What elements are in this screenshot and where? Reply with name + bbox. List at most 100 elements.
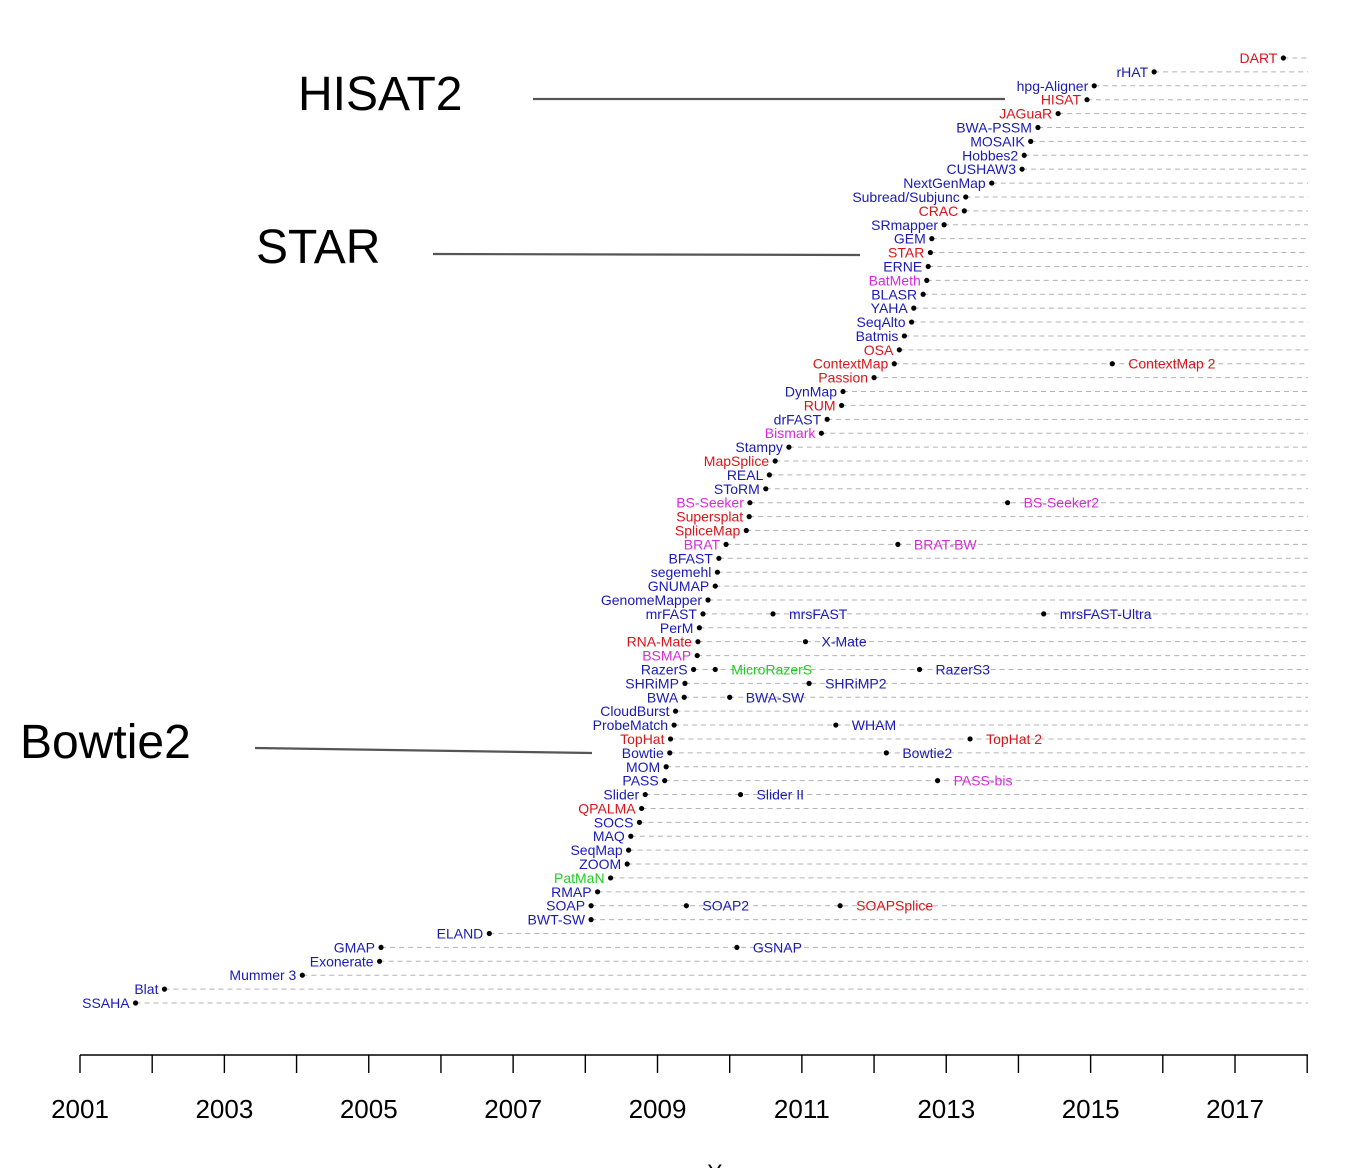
row-mosaik: MOSAIK bbox=[970, 133, 1308, 149]
highlight-hisat2: HISAT2 bbox=[298, 68, 1005, 121]
row-stampy: Stampy bbox=[735, 439, 1308, 455]
row-bfast: BFAST bbox=[669, 550, 1308, 566]
label-srmapper: SRmapper bbox=[871, 217, 938, 233]
label-x-mate: X-Mate bbox=[821, 634, 866, 650]
row-bwa-pssm: BWA-PSSM bbox=[956, 119, 1308, 135]
row-qpalma: QPALMA bbox=[578, 800, 1308, 816]
point-soapsplice bbox=[837, 903, 843, 909]
row-blat: Blat bbox=[134, 981, 1308, 997]
point-bowtie bbox=[667, 750, 673, 756]
label-perm: PerM bbox=[660, 620, 693, 636]
point-bsmap bbox=[694, 652, 700, 659]
label-jaguar: JAGuaR bbox=[999, 106, 1052, 122]
point-qpalma bbox=[639, 805, 645, 812]
row-passion: Passion bbox=[818, 370, 1308, 386]
row-bwt-sw: BWT-SW bbox=[528, 912, 1308, 928]
row-rhat: rHAT bbox=[1117, 64, 1308, 80]
point-bs-seeker bbox=[747, 500, 753, 506]
point-real bbox=[766, 472, 772, 478]
point-osa bbox=[896, 347, 902, 353]
label-contextmap: ContextMap bbox=[813, 356, 889, 372]
point-rum bbox=[838, 402, 845, 409]
point-brat-bw bbox=[895, 541, 901, 547]
x-tick-label-2015: 2015 bbox=[1062, 1094, 1120, 1124]
row-shrimp: SHRiMP SHRiMP2 bbox=[625, 675, 1308, 691]
point-maq bbox=[628, 833, 634, 839]
point-gsnap bbox=[734, 944, 740, 951]
label-rna-mate: RNA-Mate bbox=[627, 634, 693, 650]
point-yaha bbox=[911, 305, 917, 311]
row-probematch: ProbeMatch WHAM bbox=[593, 717, 1308, 733]
row-gmap: GMAP GSNAP bbox=[334, 939, 1308, 955]
label-gem: GEM bbox=[894, 231, 926, 247]
label-soapsplice: SOAPSplice bbox=[856, 898, 933, 914]
row-seqmap: SeqMap bbox=[570, 842, 1308, 858]
label-slider: Slider bbox=[603, 787, 639, 803]
label-gnumap: GNUMAP bbox=[648, 578, 709, 594]
label-drfast: drFAST bbox=[774, 411, 822, 427]
label-mummer-3: Mummer 3 bbox=[229, 967, 296, 983]
point-rmap bbox=[594, 889, 601, 895]
row-jaguar: JAGuaR bbox=[999, 106, 1308, 122]
row-cloudburst: CloudBurst bbox=[600, 703, 1308, 719]
label-patman: PatMaN bbox=[554, 870, 605, 886]
row-perm: PerM bbox=[660, 620, 1308, 636]
point-gem bbox=[929, 236, 935, 242]
label-ssaha: SSAHA bbox=[82, 995, 130, 1011]
label-hisat: HISAT bbox=[1041, 92, 1082, 108]
point-cushaw3 bbox=[1019, 166, 1025, 172]
row-dart: DART bbox=[1240, 50, 1308, 66]
row-storm: SToRM bbox=[714, 481, 1308, 497]
point-pass bbox=[662, 778, 668, 784]
x-tick-label-2005: 2005 bbox=[340, 1094, 398, 1124]
label-qpalma: QPALMA bbox=[578, 800, 636, 816]
point-razers3 bbox=[916, 666, 923, 673]
point-segemehl bbox=[714, 569, 721, 575]
point-mom bbox=[663, 764, 669, 770]
label-supersplat: Supersplat bbox=[676, 509, 743, 525]
point-soap bbox=[588, 903, 594, 909]
x-axis: 2001 2003 2005 2007 2009 2011 2013 2015 2017 bbox=[51, 1054, 1308, 1124]
point-hisat bbox=[1084, 97, 1090, 103]
label-pass: PASS bbox=[622, 773, 658, 789]
highlight-star: STAR bbox=[256, 221, 861, 274]
label-bwt-sw: BWT-SW bbox=[528, 912, 586, 928]
label-socs: SOCS bbox=[594, 814, 634, 830]
row-cushaw3: CUSHAW3 bbox=[947, 161, 1308, 177]
row-gnumap: GNUMAP bbox=[648, 578, 1308, 594]
label-mapsplice: MapSplice bbox=[704, 453, 770, 469]
row-pass: PASS PASS-bis bbox=[622, 773, 1308, 789]
row-star: STAR bbox=[888, 245, 1308, 261]
row-segemehl: segemehl bbox=[651, 564, 1308, 580]
x-tick-label-2017: 2017 bbox=[1206, 1094, 1264, 1124]
label-shrimp2: SHRiMP2 bbox=[825, 675, 887, 691]
row-real: REAL bbox=[727, 467, 1308, 483]
label-passion: Passion bbox=[818, 370, 868, 386]
x-tick-label-2009: 2009 bbox=[629, 1094, 687, 1124]
row-seqalto: SeqAlto bbox=[857, 314, 1308, 330]
point-slider-ii bbox=[737, 791, 744, 798]
row-batmeth: BatMeth bbox=[869, 272, 1308, 288]
row-subread-subjunc: Subread/Subjunc bbox=[852, 189, 1308, 205]
row-srmapper: SRmapper bbox=[871, 217, 1308, 233]
point-subread-subjunc bbox=[963, 194, 969, 200]
label-mrsfast: mrsFAST bbox=[789, 606, 848, 622]
label-brat: BRAT bbox=[684, 536, 721, 552]
highlight-label-star: STAR bbox=[256, 221, 380, 274]
point-srmapper bbox=[941, 222, 947, 228]
point-mrsfast-ultra bbox=[1041, 611, 1047, 617]
point-stampy bbox=[786, 444, 792, 450]
row-bismark: Bismark bbox=[765, 425, 1308, 441]
label-yaha: YAHA bbox=[871, 300, 909, 316]
point-brat bbox=[723, 541, 729, 547]
point-splicemap bbox=[743, 527, 749, 534]
point-mrfast bbox=[700, 611, 706, 617]
row-mapsplice: MapSplice bbox=[704, 453, 1308, 469]
row-bowtie: Bowtie Bowtie2 bbox=[622, 745, 1308, 761]
row-crac: CRAC bbox=[919, 203, 1308, 219]
row-hpg-aligner: hpg-Aligner bbox=[1017, 78, 1308, 94]
point-dynmap bbox=[840, 388, 846, 395]
point-contextmap-2 bbox=[1109, 361, 1115, 367]
point-cloudburst bbox=[672, 708, 679, 714]
point-drfast bbox=[824, 416, 830, 422]
